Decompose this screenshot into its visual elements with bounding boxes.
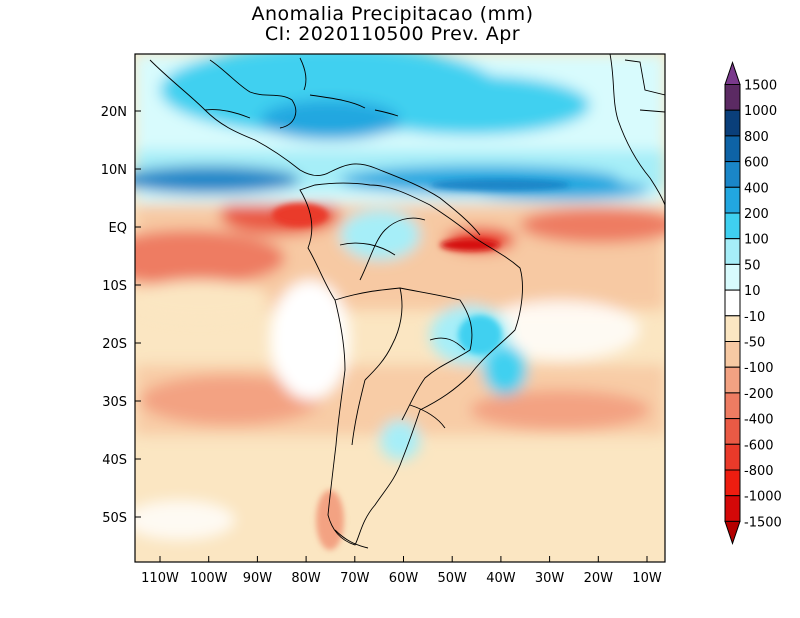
colorbar-swatch [724,109,741,137]
colorbar-top-arrow [724,60,741,85]
colorbar-label: -1500 [744,515,782,530]
map-frame [134,53,666,563]
longitude-axis: 110W 100W 90W 80W 70W 60W 50W 40W 30W 20W 10W [141,556,662,586]
lon-label: 90W [243,571,273,586]
lat-label: EQ [109,221,127,236]
lon-label: 110W [141,571,179,586]
colorbar-label: 400 [744,181,769,196]
lon-label: 30W [535,571,565,586]
colorbar-swatch [724,238,741,265]
map-subtitle: CI: 2020110500 Prev. Apr [264,23,521,45]
colorbar-swatch [724,186,741,214]
colorbar-label: 200 [744,207,769,222]
lon-label: 20W [584,571,614,586]
colorbar-swatch [724,366,741,394]
precip-anomaly-field [135,54,665,562]
lon-label: 60W [389,571,419,586]
colorbar-label: -600 [744,438,774,453]
colorbar-swatch [724,495,741,522]
lon-label: 50W [437,571,467,586]
colorbar-label: -200 [744,387,774,402]
colorbar: 1500 1000 800 600 400 200 100 50 10 -10 -50 -100 -20… [724,60,782,545]
colorbar-swatch [724,418,741,445]
colorbar-label: 1000 [744,104,777,119]
lon-label: 10W [632,571,662,586]
map-title: Anomalia Precipitacao (mm) [251,3,534,25]
map-panel: 20N 10N EQ 10S 20S 30S 40S 50S 110W 100W 90W 80W 70… [101,53,666,586]
colorbar-label: -100 [744,361,774,376]
colorbar-swatch [724,443,741,471]
colorbar-swatch [724,469,741,497]
colorbar-label: 10 [744,284,761,299]
lon-label: 100W [190,571,228,586]
colorbar-label: -400 [744,413,774,428]
colorbar-label: 50 [744,258,761,273]
coastlines [149,54,665,549]
lon-label: 70W [340,571,370,586]
lat-label: 10N [101,163,127,178]
colorbar-swatch [724,135,741,163]
colorbar-label: -50 [744,336,765,351]
lon-label: 80W [291,571,321,586]
colorbar-swatch [724,315,741,342]
lat-label: 20N [101,105,127,120]
colorbar-swatch [724,392,741,420]
colorbar-label: 100 [744,233,769,248]
lon-label: 40W [486,571,516,586]
colorbar-bottom-arrow [724,520,741,545]
colorbar-swatch [724,341,741,368]
colorbar-swatch [724,84,741,111]
latitude-axis: 20N 10N EQ 10S 20S 30S 40S 50S [101,105,141,526]
lat-label: 30S [102,395,127,410]
colorbar-label: -1000 [744,490,782,505]
lat-label: 10S [102,279,127,294]
colorbar-swatch [724,263,741,291]
colorbar-swatch [724,289,741,317]
colorbar-swatch [724,212,741,240]
lat-label: 50S [102,511,127,526]
colorbar-label: 800 [744,130,769,145]
colorbar-label: -10 [744,310,765,325]
lat-label: 20S [102,337,127,352]
colorbar-label: -800 [744,464,774,479]
lat-label: 40S [102,453,127,468]
colorbar-label: 1500 [744,79,777,94]
colorbar-label: 600 [744,156,769,171]
colorbar-swatch [724,161,741,188]
